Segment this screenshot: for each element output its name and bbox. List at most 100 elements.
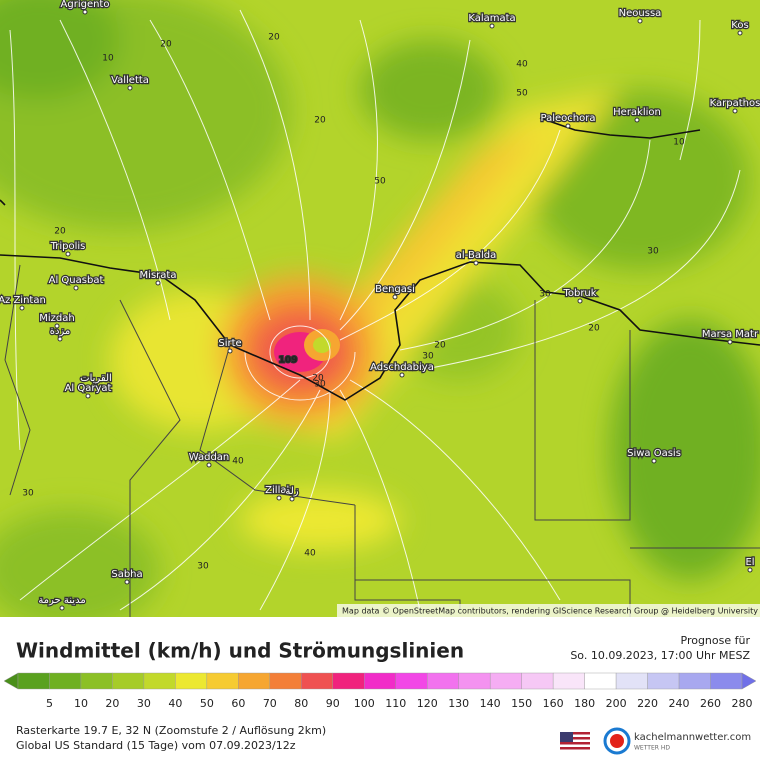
legend-swatch <box>458 672 491 690</box>
place-label: El <box>745 557 754 568</box>
place-label: Zillah <box>265 485 293 496</box>
legend-swatch <box>238 672 271 690</box>
place-label: زلة <box>285 486 298 497</box>
place-label: Heraklion <box>613 107 661 118</box>
place-label: Adschdabiya <box>370 362 434 373</box>
attribution: Map data © OpenStreetMap contributors, r… <box>342 607 758 616</box>
legend-label: 280 <box>732 697 753 710</box>
place-dot <box>227 348 233 354</box>
contour-label: 50 <box>374 177 386 187</box>
legend-label: 110 <box>385 697 406 710</box>
contour-label: 30 <box>197 562 209 572</box>
contour-label: 10 <box>673 138 685 148</box>
contour-label: 20 <box>160 40 172 50</box>
contour-label: 20 <box>312 374 324 384</box>
place-dot <box>392 294 398 300</box>
legend-swatch <box>710 672 743 690</box>
legend-label: 60 <box>231 697 245 710</box>
info-line: Global US Standard (15 Tage) vom 07.09.2… <box>16 739 296 752</box>
legend-swatch <box>615 672 648 690</box>
forecast-time: So. 10.09.2023, 17:00 Uhr MESZ <box>570 649 750 662</box>
legend-label: 80 <box>294 697 308 710</box>
place-dot <box>732 108 738 114</box>
contour-label: 20 <box>54 227 66 237</box>
contour-label: 20 <box>588 324 600 334</box>
contour-label: 20 <box>268 33 280 43</box>
place-label: Karpathos <box>710 98 760 109</box>
contour-label: 20 <box>434 341 446 351</box>
legend-label: 30 <box>137 697 151 710</box>
forecast-label: Prognose für <box>681 634 751 647</box>
contour-label: 40 <box>304 549 316 559</box>
place-dot <box>127 85 133 91</box>
place-label: Marsa Matr <box>702 329 759 340</box>
contour-label: 30 <box>647 247 659 257</box>
place-dot <box>637 18 643 24</box>
place-label: Mizdah <box>39 313 74 324</box>
place-label: Sabha <box>111 569 142 580</box>
legend-swatch <box>112 672 145 690</box>
streamlines <box>9 9 741 611</box>
legend-label: 240 <box>669 697 690 710</box>
contour-label: 30 <box>539 290 551 300</box>
legend-swatch <box>301 672 333 690</box>
place-label: Valletta <box>111 75 149 86</box>
place-dot <box>651 458 657 464</box>
place-dot <box>155 280 161 286</box>
place-dot <box>73 285 79 291</box>
legend-label: 260 <box>700 697 721 710</box>
place-label: Az Zintan <box>0 295 46 306</box>
legend-swatch <box>80 672 113 690</box>
legend-label: 120 <box>417 697 438 710</box>
legend-label: 150 <box>511 697 532 710</box>
place-dot <box>577 298 583 304</box>
legend-swatch <box>427 672 459 690</box>
contour-label: 30 <box>314 380 326 390</box>
place-label: Sirte <box>218 338 241 349</box>
place-dot <box>54 323 60 329</box>
place-label: القريات <box>80 373 112 384</box>
legend-swatch <box>269 672 302 690</box>
place-label: مدينة حرمة <box>38 595 85 606</box>
legend-swatch <box>395 672 428 690</box>
place-dot <box>634 117 640 123</box>
legend-swatch <box>175 672 208 690</box>
place-dot <box>82 9 88 15</box>
place-dot <box>65 251 71 257</box>
place-dot <box>399 372 405 378</box>
place-dot <box>747 567 753 573</box>
contour-label: 10 <box>102 54 114 64</box>
place-dot <box>289 496 295 502</box>
place-label: Siwa Oasis <box>627 448 681 459</box>
contour-label: 30 <box>422 352 434 362</box>
legend-label: 180 <box>574 697 595 710</box>
legend-swatch <box>678 672 711 690</box>
place-label: Misrata <box>140 270 177 281</box>
legend-label: 140 <box>480 697 501 710</box>
place-label: Paleochora <box>541 113 596 124</box>
legend-label: 200 <box>606 697 627 710</box>
legend-swatch <box>647 672 680 690</box>
place-label: Bengasi <box>375 284 415 295</box>
legend-label: 220 <box>637 697 658 710</box>
legend-label: 50 <box>200 697 214 710</box>
legend: 5 10 20 30 40 50 60 70 80 90 100 110 120 130 140 150 160… <box>3 672 757 710</box>
place-dot <box>727 339 733 345</box>
legend-label: 90 <box>326 697 340 710</box>
legend-arrow <box>741 672 757 690</box>
legend-swatch <box>364 672 396 690</box>
contour-label: 40 <box>516 60 528 70</box>
legend-swatch <box>552 672 585 690</box>
legend-label: 160 <box>543 697 564 710</box>
logo-icon <box>610 734 624 748</box>
place-dot <box>473 260 479 266</box>
place-label: Tobruk <box>562 288 596 299</box>
legend-label: 40 <box>168 697 182 710</box>
place-label: Kos <box>731 20 748 31</box>
info-line: Rasterkarte 19.7 E, 32 N (Zoomstufe 2 / … <box>16 724 326 737</box>
legend-swatch <box>143 672 176 690</box>
legend-label: 130 <box>448 697 469 710</box>
map-title: Windmittel (km/h) und Strömungslinien <box>16 639 464 663</box>
